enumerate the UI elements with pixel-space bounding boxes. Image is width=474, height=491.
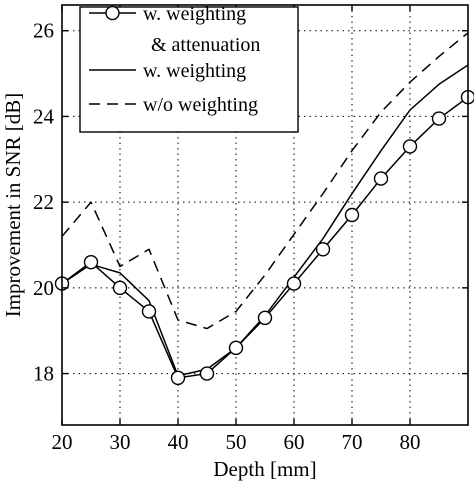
y-tick-label: 24 [33, 104, 55, 128]
data-point-marker [85, 256, 98, 269]
legend-label: w. weighting [143, 3, 246, 25]
x-tick-label: 20 [52, 430, 73, 454]
y-tick-label: 18 [33, 362, 54, 386]
y-tick-label: 22 [33, 190, 54, 214]
y-tick-label: 20 [33, 276, 54, 300]
data-point-marker [201, 367, 214, 380]
data-point-marker [433, 112, 446, 125]
legend: w. weighting & attenuation w. weighting w/o… [80, 3, 298, 132]
x-tick-label: 80 [400, 430, 421, 454]
data-point-marker [172, 371, 185, 384]
x-tick-label: 40 [168, 430, 189, 454]
legend-label: & attenuation [151, 34, 260, 56]
data-point-marker [143, 305, 156, 318]
x-axis-label: Depth [mm] [213, 457, 316, 481]
marker-group [56, 91, 474, 385]
y-axis-label: Improvement in SNR [dB] [1, 93, 25, 318]
data-point-marker [259, 311, 272, 324]
legend-label: w. weighting [143, 60, 246, 82]
data-point-marker [404, 140, 417, 153]
data-point-marker [317, 243, 330, 256]
y-tick-label: 26 [33, 19, 54, 43]
x-tick-label: 70 [342, 430, 363, 454]
data-point-marker [288, 277, 301, 290]
x-tick-label: 50 [226, 430, 247, 454]
data-point-marker [346, 209, 359, 222]
x-tick-label: 60 [284, 430, 305, 454]
x-tick-label: 30 [110, 430, 131, 454]
data-point-marker [230, 341, 243, 354]
legend-label: w/o weighting [143, 94, 258, 116]
data-point-marker [375, 172, 388, 185]
legend-marker-circle [106, 7, 119, 20]
series-line-1 [62, 97, 468, 378]
data-point-marker [114, 281, 127, 294]
